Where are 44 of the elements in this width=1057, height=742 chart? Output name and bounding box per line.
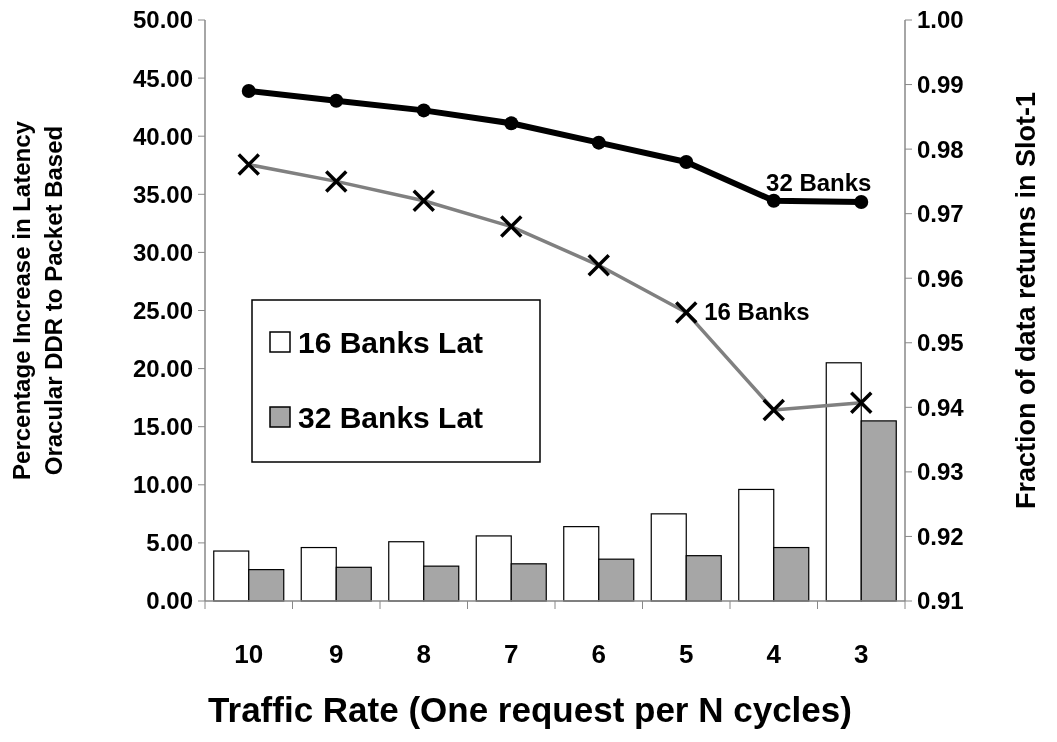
point	[241, 84, 256, 99]
x-tick-label: 9	[329, 639, 344, 669]
y2-axis-title: Fraction of data returns in Slot-1	[1011, 91, 1041, 510]
y2-tick-label: 1.00	[917, 6, 964, 34]
y-tick-label: 45.00	[132, 64, 193, 92]
y-tick-label: 30.00	[132, 238, 193, 266]
point	[766, 193, 781, 208]
y-tick-label: 50.00	[132, 6, 193, 34]
point	[416, 103, 431, 118]
x-tick-label: 8	[416, 639, 431, 669]
y2-tick-label: 0.99	[917, 70, 964, 98]
y-tick-label: 10.00	[132, 471, 193, 499]
point	[504, 116, 519, 131]
point	[854, 195, 869, 210]
y-tick-label: 15.00	[132, 413, 193, 441]
x-tick-label: 4	[766, 639, 782, 669]
y2-tick-label: 0.94	[917, 393, 965, 421]
y2-tick-label: 0.91	[917, 587, 964, 615]
x-tick-label: 7	[504, 639, 519, 669]
legend-label: 32 Banks Lat	[298, 400, 484, 434]
x-axis-title: Traffic Rate (One request per N cycles)	[208, 690, 852, 729]
y2-tick-label: 0.98	[917, 135, 964, 163]
y-tick-label: 35.00	[132, 180, 193, 208]
series-label: 16 Banks	[704, 298, 810, 326]
series-label: 32 Banks	[766, 168, 872, 196]
y-tick-label: 20.00	[132, 355, 193, 382]
y-tick-label: 25.00	[132, 296, 193, 324]
x-tick-label: 6	[591, 639, 606, 669]
y-tick-label: 5.00	[146, 529, 193, 557]
x-tick-label: 5	[679, 639, 694, 669]
y2-tick-label: 0.97	[917, 200, 964, 228]
y2-tick-label: 0.92	[917, 522, 964, 550]
x-tick-label: 3	[854, 639, 869, 669]
y-axis-title: Percentage Increase in Latency Oracular DDR to Packet Based	[8, 120, 67, 480]
point	[679, 155, 694, 170]
x-tick-label: 10	[234, 639, 264, 669]
point	[329, 93, 344, 108]
y2-tick-label: 0.96	[917, 264, 964, 292]
y-tick-label: 40.00	[132, 122, 193, 150]
y2-tick-label: 0.93	[917, 458, 964, 486]
point	[591, 135, 606, 150]
y2-tick-label: 0.95	[917, 329, 964, 357]
y-tick-label: 0.00	[146, 587, 193, 615]
legend-label: 16 Banks Lat	[298, 325, 484, 359]
